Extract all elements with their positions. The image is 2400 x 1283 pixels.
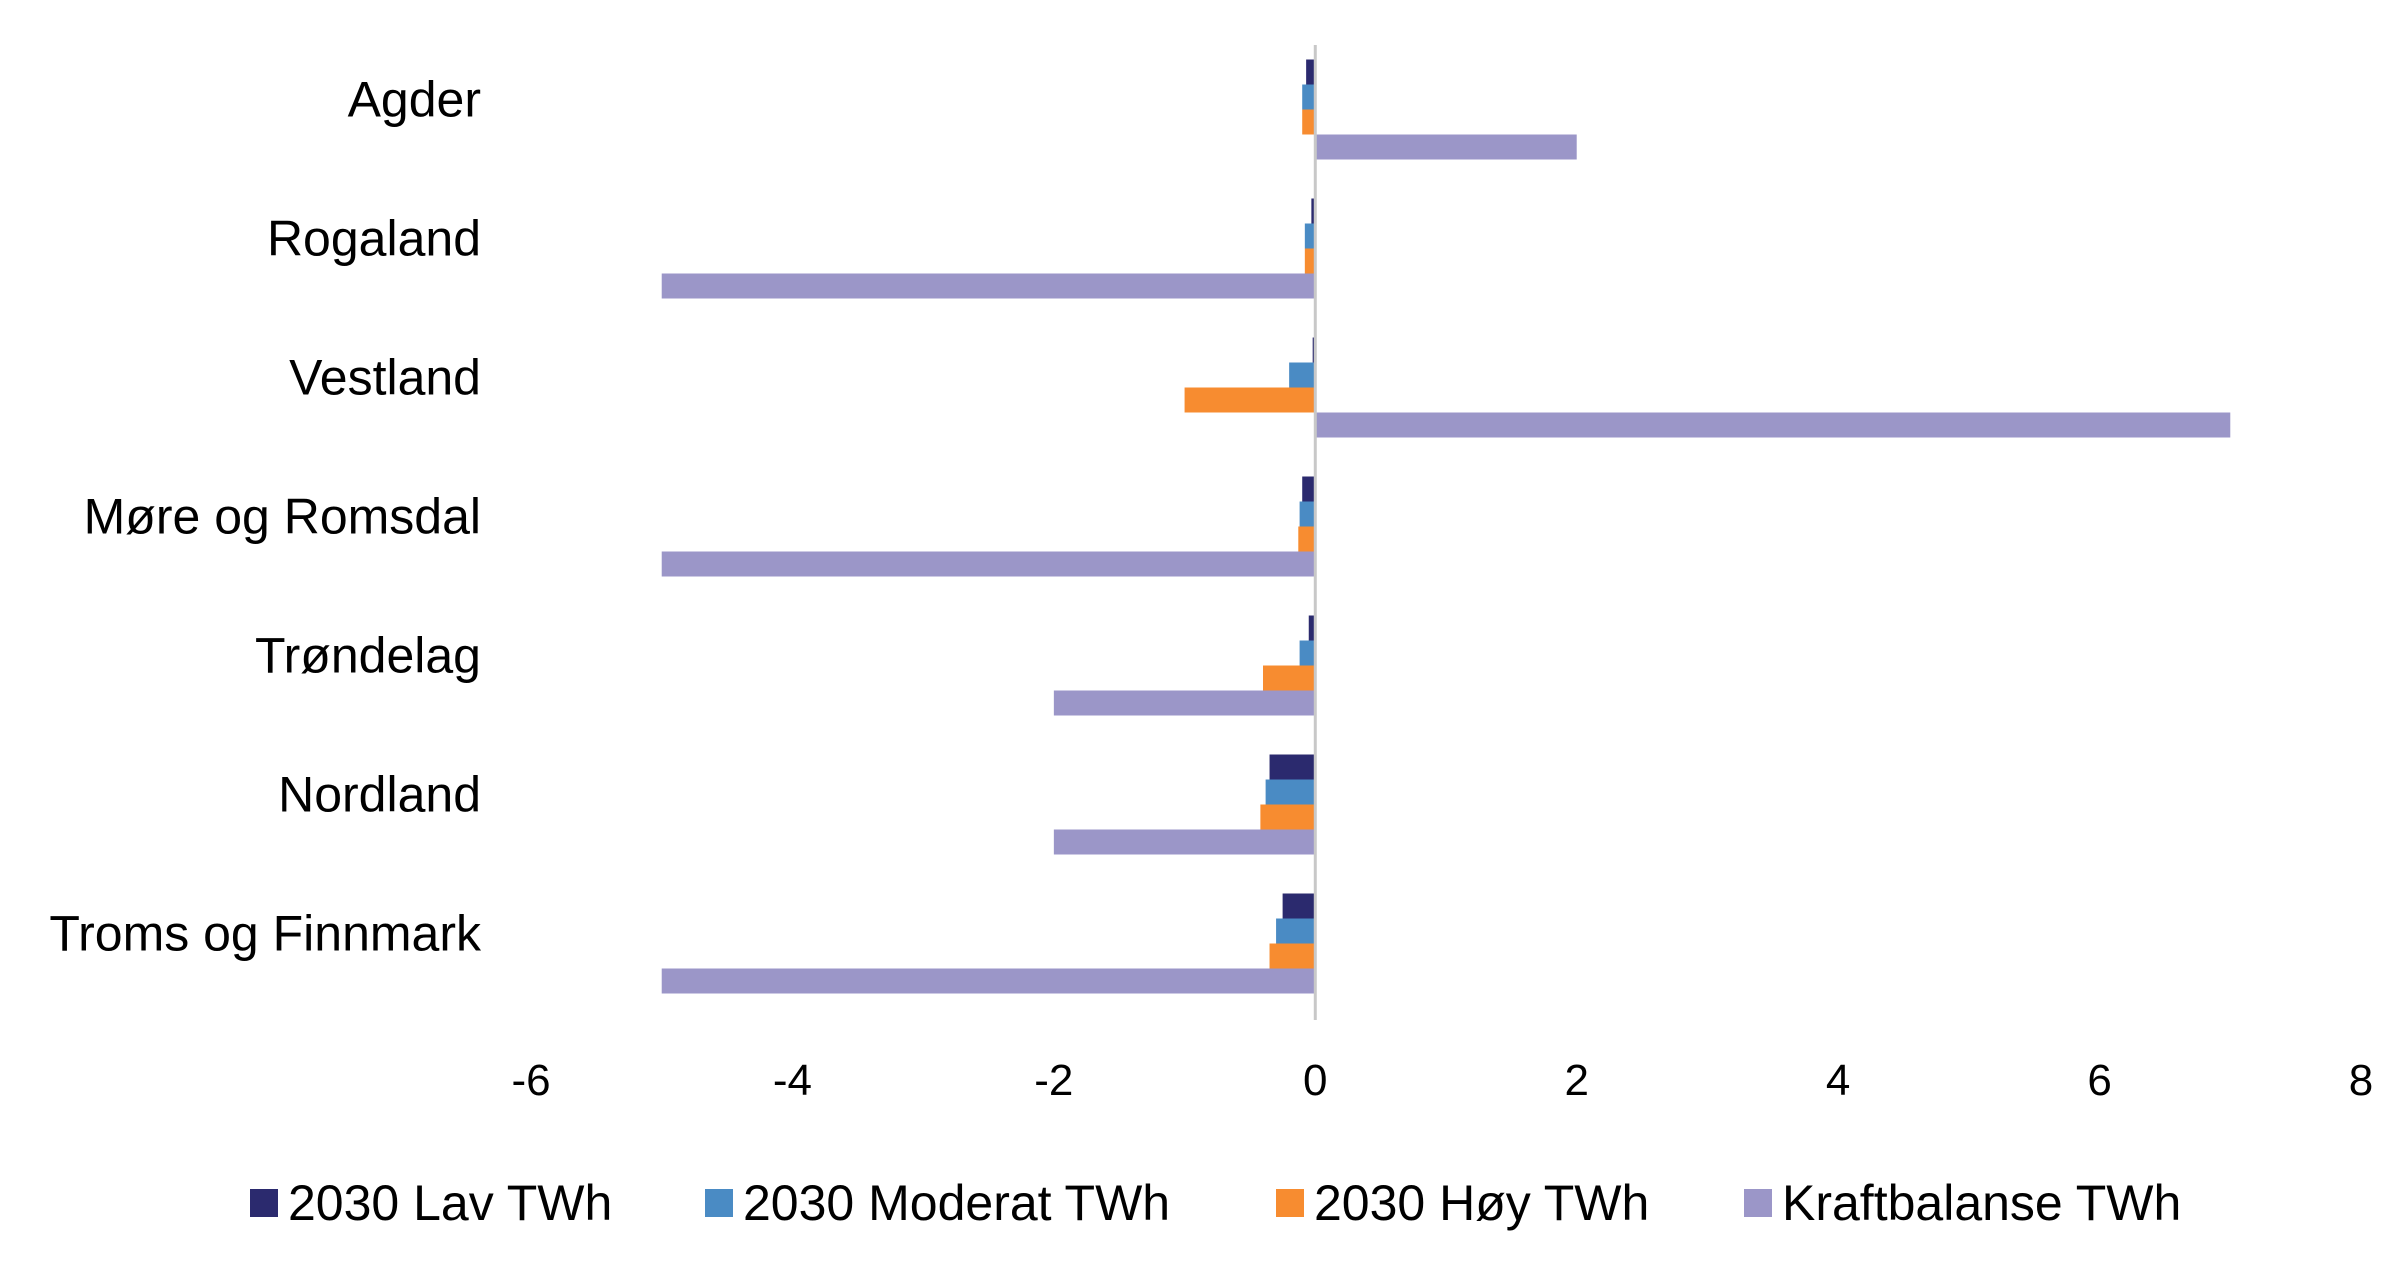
- bar-vestland-2030-moderat-twh: [1289, 362, 1316, 388]
- bar-troms-og-finnmark-2030-lav-twh: [1282, 893, 1316, 919]
- legend-label: 2030 Lav TWh: [288, 1175, 612, 1231]
- legend-swatch-2030-h-y-twh: [1276, 1189, 1304, 1217]
- bar-m-re-og-romsdal-2030-lav-twh: [1302, 476, 1316, 502]
- x-tick-label: -4: [773, 1056, 812, 1105]
- category-label: Nordland: [278, 767, 481, 823]
- bar-m-re-og-romsdal-2030-h-y-twh: [1298, 526, 1316, 552]
- bar-nordland-2030-moderat-twh: [1265, 779, 1316, 805]
- bar-agder-2030-lav-twh: [1306, 59, 1316, 85]
- bar-troms-og-finnmark-kraftbalanse-twh: [661, 968, 1316, 994]
- bar-rogaland-kraftbalanse-twh: [661, 273, 1316, 299]
- bar-agder-kraftbalanse-twh: [1315, 134, 1577, 160]
- x-tick-label: -2: [1034, 1056, 1073, 1105]
- legend-label: 2030 Høy TWh: [1314, 1175, 1649, 1231]
- legend-swatch-kraftbalanse-twh: [1744, 1189, 1772, 1217]
- bars-group: [661, 59, 2231, 994]
- bar-rogaland-2030-lav-twh: [1311, 198, 1316, 224]
- legend: 2030 Lav TWh 2030 Moderat TWh 2030 Høy TWh…: [250, 1175, 2181, 1231]
- bar-nordland-2030-lav-twh: [1269, 754, 1316, 780]
- x-tick-label: 4: [1826, 1056, 1850, 1105]
- category-label: Agder: [348, 72, 481, 128]
- category-label: Vestland: [289, 350, 481, 406]
- legend-label: Kraftbalanse TWh: [1782, 1175, 2181, 1231]
- bar-vestland-kraftbalanse-twh: [1315, 412, 2231, 438]
- x-axis-tick-labels: -6 -4 -2 0 2 4 6 8: [511, 1056, 2373, 1105]
- bar-rogaland-2030-h-y-twh: [1304, 248, 1316, 274]
- bar-m-re-og-romsdal-kraftbalanse-twh: [661, 551, 1316, 577]
- bar-tr-ndelag-kraftbalanse-twh: [1053, 690, 1316, 716]
- category-label: Møre og Romsdal: [84, 489, 481, 545]
- bar-agder-2030-moderat-twh: [1302, 84, 1316, 110]
- legend-swatch-2030-lav-twh: [250, 1189, 278, 1217]
- bar-tr-ndelag-2030-moderat-twh: [1299, 640, 1316, 666]
- bar-troms-og-finnmark-2030-moderat-twh: [1276, 918, 1316, 944]
- legend-swatch-2030-moderat-twh: [705, 1189, 733, 1217]
- bar-troms-og-finnmark-2030-h-y-twh: [1269, 943, 1316, 969]
- bar-agder-2030-h-y-twh: [1302, 109, 1316, 135]
- x-tick-label: -6: [511, 1056, 550, 1105]
- bar-m-re-og-romsdal-2030-moderat-twh: [1299, 501, 1316, 527]
- x-tick-label: 8: [2349, 1056, 2373, 1105]
- x-tick-label: 6: [2087, 1056, 2111, 1105]
- bar-tr-ndelag-2030-h-y-twh: [1263, 665, 1316, 691]
- bar-vestland-2030-h-y-twh: [1184, 387, 1316, 413]
- bar-nordland-kraftbalanse-twh: [1053, 829, 1316, 855]
- category-labels: Agder Rogaland Vestland Møre og Romsdal Trøn…: [49, 72, 482, 962]
- legend-label: 2030 Moderat TWh: [743, 1175, 1170, 1231]
- x-tick-label: 0: [1303, 1056, 1327, 1105]
- category-label: Trøndelag: [255, 628, 481, 684]
- bar-nordland-2030-h-y-twh: [1260, 804, 1316, 830]
- category-label: Troms og Finnmark: [49, 906, 482, 962]
- x-tick-label: 2: [1564, 1056, 1588, 1105]
- category-label: Rogaland: [267, 211, 481, 267]
- bar-tr-ndelag-2030-lav-twh: [1308, 615, 1316, 641]
- bar-rogaland-2030-moderat-twh: [1304, 223, 1316, 249]
